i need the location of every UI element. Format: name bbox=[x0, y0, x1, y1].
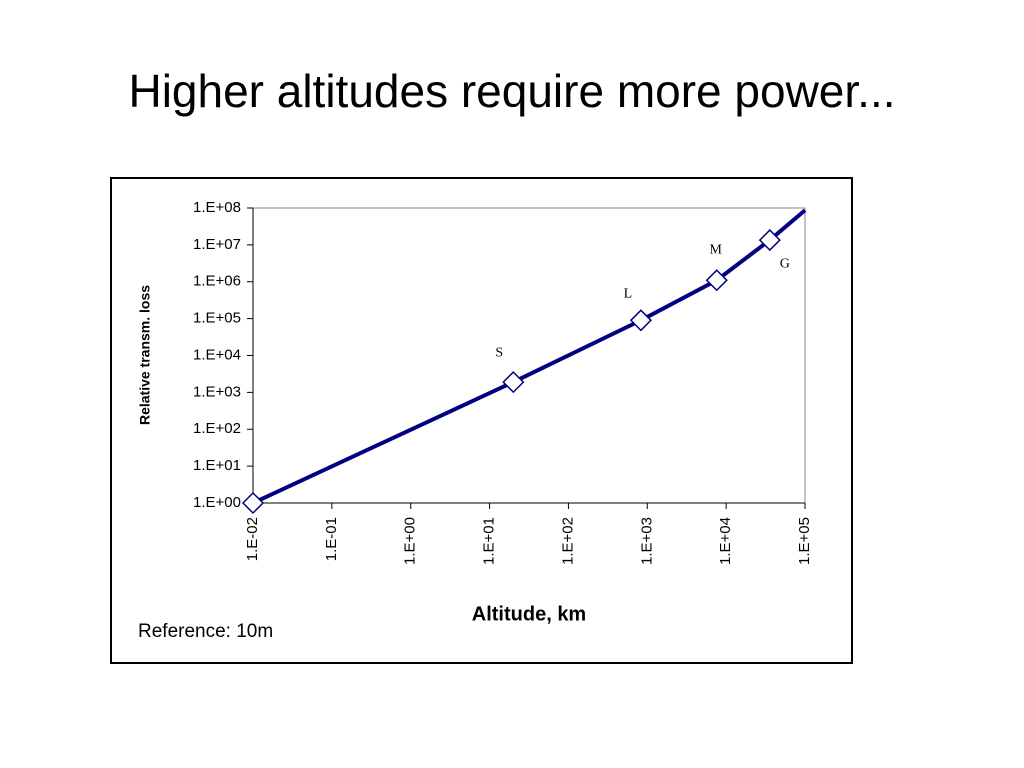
marker bbox=[502, 371, 525, 394]
x-tick-label: 1.E+05 bbox=[796, 517, 813, 565]
annotation: Reference: 10m bbox=[138, 621, 273, 642]
y-tick-label: 1.E+05 bbox=[193, 310, 241, 327]
marker bbox=[629, 309, 652, 332]
x-tick-label: 1.E+03 bbox=[638, 517, 655, 565]
y-tick-label: 1.E+04 bbox=[193, 346, 241, 363]
marker bbox=[241, 491, 265, 515]
chart-frame bbox=[110, 177, 853, 664]
y-tick-label: 1.E+07 bbox=[193, 236, 241, 253]
x-tick-label: 1.E+00 bbox=[402, 517, 419, 565]
point-label: S bbox=[495, 345, 503, 360]
point-label: G bbox=[780, 256, 790, 271]
marker bbox=[758, 229, 781, 252]
x-tick-label: 1.E+04 bbox=[717, 517, 734, 565]
x-tick-label: 1.E+01 bbox=[481, 517, 498, 565]
y-tick-label: 1.E+01 bbox=[193, 457, 241, 474]
x-tick-label: 1.E-01 bbox=[323, 517, 340, 561]
slide-title: Higher altitudes require more power... bbox=[128, 65, 895, 117]
x-tick-label: 1.E+02 bbox=[559, 517, 576, 565]
y-tick-label: 1.E+06 bbox=[193, 273, 241, 290]
x-tick-label: 1.E-02 bbox=[244, 517, 261, 561]
point-label: L bbox=[624, 287, 633, 302]
y-tick-label: 1.E+03 bbox=[193, 383, 241, 400]
y-tick-label: 1.E+00 bbox=[193, 494, 241, 511]
y-axis-label: Relative transm. loss bbox=[137, 285, 153, 425]
marker bbox=[705, 269, 728, 292]
point-label: M bbox=[710, 242, 723, 257]
x-axis-label: Altitude, km bbox=[472, 603, 586, 625]
y-tick-label: 1.E+08 bbox=[193, 199, 241, 216]
y-tick-label: 1.E+02 bbox=[193, 420, 241, 437]
